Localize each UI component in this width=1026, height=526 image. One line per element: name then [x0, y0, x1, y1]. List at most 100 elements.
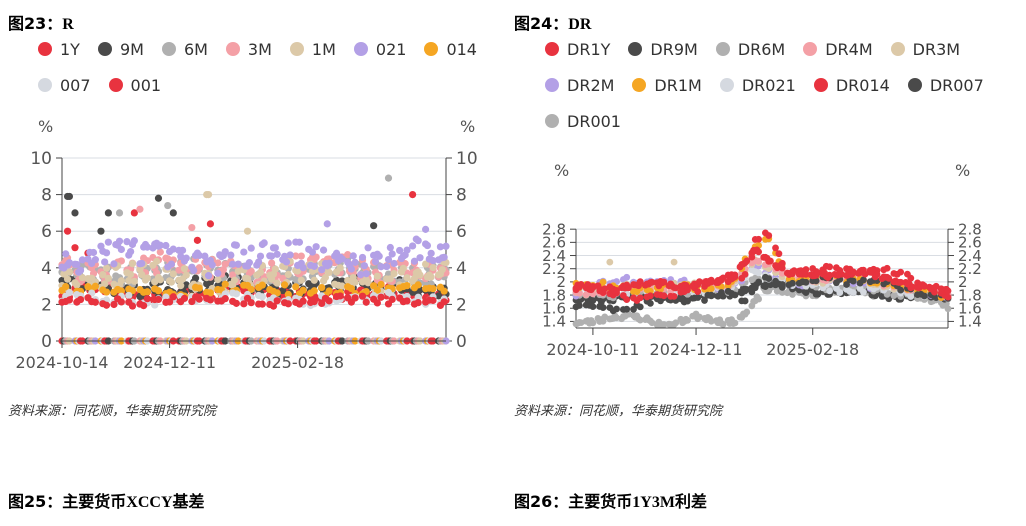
point [312, 253, 320, 261]
point [421, 260, 430, 268]
figure-26-name: 主要货币1Y3M利差 [568, 494, 707, 511]
point [789, 279, 796, 287]
point [701, 297, 708, 304]
legend-item-dr1m[interactable]: DR1M [632, 67, 702, 103]
point [636, 294, 644, 302]
point [177, 282, 185, 290]
point [153, 257, 161, 265]
point [684, 297, 691, 305]
legend-item-3m[interactable]: 3M [225, 31, 272, 67]
legend-item-dr9m[interactable]: DR9M [628, 31, 698, 67]
point [325, 287, 333, 295]
y-tick-label: 0 [456, 332, 467, 352]
point [414, 237, 422, 245]
point [97, 227, 105, 235]
point [143, 274, 151, 282]
legend-item-9m[interactable]: 9M [97, 31, 144, 67]
scatter-points [572, 229, 952, 329]
legend-item-007[interactable]: 007 [38, 67, 91, 103]
point [110, 280, 118, 288]
point [755, 235, 763, 243]
point [636, 303, 644, 311]
point [613, 286, 620, 294]
legend-item-dr2m[interactable]: DR2M [545, 67, 614, 103]
point [351, 294, 359, 302]
point [208, 261, 216, 269]
point [204, 272, 213, 280]
figure-24-title: 图24：DR [514, 10, 591, 34]
point [243, 227, 252, 235]
y-tick-label: 2.6 [958, 234, 982, 252]
point [292, 283, 300, 291]
point [741, 270, 749, 278]
legend-item-021[interactable]: 021 [353, 31, 406, 67]
legend-item-014[interactable]: 014 [424, 31, 477, 67]
point [410, 274, 419, 282]
legend-item-dr6m[interactable]: DR6M [715, 31, 785, 67]
point [117, 298, 125, 306]
point [765, 275, 773, 282]
legend-item-dr1y[interactable]: DR1Y [545, 31, 610, 67]
legend-item-dr007[interactable]: DR007 [907, 67, 984, 103]
y-tick-label: 1.6 [542, 299, 566, 317]
point [373, 299, 381, 307]
point [647, 292, 654, 300]
point [151, 301, 159, 309]
point [838, 270, 845, 278]
y-axis-unit-left: % [554, 161, 569, 180]
legend-item-1m[interactable]: 1M [289, 31, 336, 67]
point [256, 268, 265, 276]
legend-item-001[interactable]: 001 [108, 67, 161, 103]
point [164, 201, 172, 210]
legend-label: 3M [247, 39, 272, 59]
point [421, 225, 430, 233]
point [117, 257, 125, 265]
point [167, 260, 176, 268]
point [390, 259, 398, 268]
point [214, 259, 222, 267]
legend-item-dr4m[interactable]: DR4M [803, 31, 873, 67]
point [63, 227, 72, 235]
figure-25-number: 图25： [8, 492, 63, 511]
legend-item-6m[interactable]: 6M [161, 31, 208, 67]
point [636, 278, 644, 286]
point [297, 252, 305, 260]
y-tick-label: 6 [456, 222, 467, 242]
legend-item-dr3m[interactable]: DR3M [890, 31, 961, 67]
series-dr9m [572, 273, 952, 315]
point [104, 209, 112, 217]
point [751, 284, 759, 292]
point [860, 276, 867, 284]
point [117, 277, 125, 285]
point [909, 283, 916, 291]
point [362, 298, 370, 306]
legend-item-dr001[interactable]: DR001 [545, 103, 621, 139]
legend-label: DR3M [912, 39, 961, 59]
point [65, 289, 74, 297]
point [323, 220, 331, 228]
point [318, 266, 326, 274]
point [308, 248, 317, 256]
figure-25-name: 主要货币XCCY基差 [62, 494, 205, 511]
point [409, 242, 417, 250]
legend-item-1y[interactable]: 1Y [38, 31, 80, 67]
point [65, 259, 74, 267]
legend-item-dr014[interactable]: DR014 [813, 67, 890, 103]
point [944, 287, 952, 295]
figure-26-title: 图26：主要货币1Y3M利差 [514, 488, 707, 512]
point [790, 267, 798, 275]
point [625, 284, 632, 292]
point [623, 305, 631, 313]
point [403, 246, 411, 254]
chart-r: % % 0 0 2 2 4 4 6 6 8 8 10 10 2024-10-14 2024-12-11 2025… [16, 117, 478, 372]
point [214, 269, 222, 277]
point [344, 251, 352, 259]
point [190, 266, 198, 275]
point [755, 257, 763, 265]
point [660, 292, 668, 300]
point [104, 238, 112, 246]
legend-item-dr021[interactable]: DR021 [719, 67, 796, 103]
point [429, 285, 437, 293]
legend-marker [108, 78, 123, 92]
point [180, 294, 189, 302]
